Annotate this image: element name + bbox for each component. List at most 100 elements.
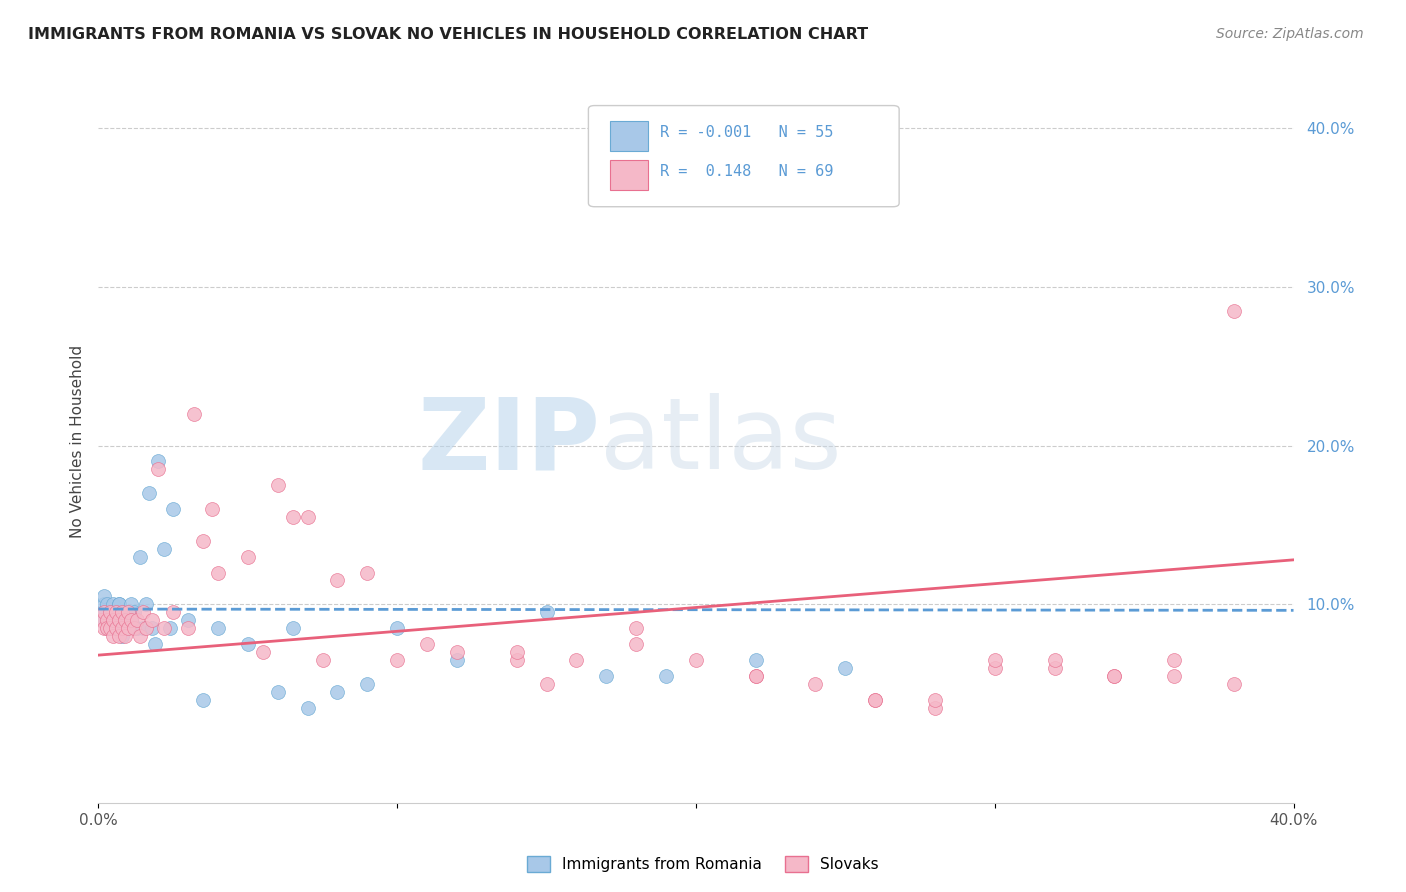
Point <box>96 621 118 635</box>
Point <box>177 613 200 627</box>
Point <box>536 605 558 619</box>
Point <box>385 653 409 667</box>
Point <box>191 533 214 548</box>
Point <box>153 541 176 556</box>
Point <box>162 502 184 516</box>
Point <box>117 621 139 635</box>
Point <box>267 478 290 492</box>
Point <box>108 597 131 611</box>
Point <box>207 566 229 580</box>
Text: R = -0.001   N = 55: R = -0.001 N = 55 <box>661 125 834 140</box>
Point <box>416 637 439 651</box>
Point <box>124 605 146 619</box>
Point <box>745 669 768 683</box>
Bar <box>610 120 648 151</box>
Point <box>98 613 122 627</box>
Point <box>108 605 131 619</box>
Point <box>446 645 468 659</box>
Point <box>745 653 768 667</box>
Point <box>127 613 149 627</box>
Point <box>506 653 529 667</box>
Point <box>124 621 146 635</box>
Point <box>626 637 648 651</box>
Point <box>111 613 134 627</box>
Point <box>127 621 149 635</box>
Point <box>385 621 409 635</box>
Point <box>105 621 128 635</box>
Point <box>108 597 131 611</box>
Point <box>93 597 115 611</box>
Point <box>984 653 1007 667</box>
Point <box>159 621 181 635</box>
Point <box>129 549 152 564</box>
Point <box>105 605 128 619</box>
Point <box>117 613 139 627</box>
Point <box>1223 303 1246 318</box>
Point <box>105 621 128 635</box>
Point <box>141 621 163 635</box>
Point <box>1104 669 1126 683</box>
Point <box>96 621 118 635</box>
Point <box>326 684 349 698</box>
Point <box>103 621 125 635</box>
Point <box>446 653 468 667</box>
Point <box>1163 653 1185 667</box>
Point <box>506 645 529 659</box>
Bar <box>610 160 648 190</box>
Point <box>111 621 134 635</box>
Point <box>865 692 887 706</box>
Point <box>98 605 122 619</box>
Point <box>177 621 200 635</box>
Point <box>183 407 205 421</box>
Point <box>117 605 139 619</box>
Point <box>191 692 214 706</box>
Point <box>236 637 259 651</box>
Point <box>201 502 224 516</box>
Point <box>1043 661 1066 675</box>
Text: Source: ZipAtlas.com: Source: ZipAtlas.com <box>1216 27 1364 41</box>
Point <box>114 629 136 643</box>
Point <box>114 621 136 635</box>
Point <box>114 605 136 619</box>
Point <box>924 700 946 714</box>
Point <box>281 510 304 524</box>
Text: ZIP: ZIP <box>418 393 600 490</box>
Point <box>129 629 152 643</box>
Point <box>111 605 134 619</box>
FancyBboxPatch shape <box>589 105 900 207</box>
Point <box>90 613 112 627</box>
Point <box>108 613 131 627</box>
Legend: Immigrants from Romania, Slovaks: Immigrants from Romania, Slovaks <box>519 848 887 880</box>
Point <box>93 605 115 619</box>
Point <box>135 621 157 635</box>
Point <box>141 613 163 627</box>
Point <box>1163 669 1185 683</box>
Point <box>132 621 155 635</box>
Point <box>984 661 1007 675</box>
Point <box>685 653 707 667</box>
Point <box>626 621 648 635</box>
Point <box>103 597 125 611</box>
Point <box>804 676 827 690</box>
Point <box>96 613 118 627</box>
Point <box>96 597 118 611</box>
Point <box>834 661 856 675</box>
Point <box>148 454 170 468</box>
Point <box>143 637 166 651</box>
Point <box>207 621 229 635</box>
Point <box>120 597 142 611</box>
Point <box>311 653 333 667</box>
Point <box>93 605 115 619</box>
Point <box>132 605 155 619</box>
Text: R =  0.148   N = 69: R = 0.148 N = 69 <box>661 164 834 179</box>
Point <box>356 676 378 690</box>
Point <box>1223 676 1246 690</box>
Point <box>120 613 142 627</box>
Point <box>103 629 125 643</box>
Text: IMMIGRANTS FROM ROMANIA VS SLOVAK NO VEHICLES IN HOUSEHOLD CORRELATION CHART: IMMIGRANTS FROM ROMANIA VS SLOVAK NO VEH… <box>28 27 869 42</box>
Point <box>356 566 378 580</box>
Point <box>326 574 349 588</box>
Point <box>148 462 170 476</box>
Point <box>153 621 176 635</box>
Point <box>267 684 290 698</box>
